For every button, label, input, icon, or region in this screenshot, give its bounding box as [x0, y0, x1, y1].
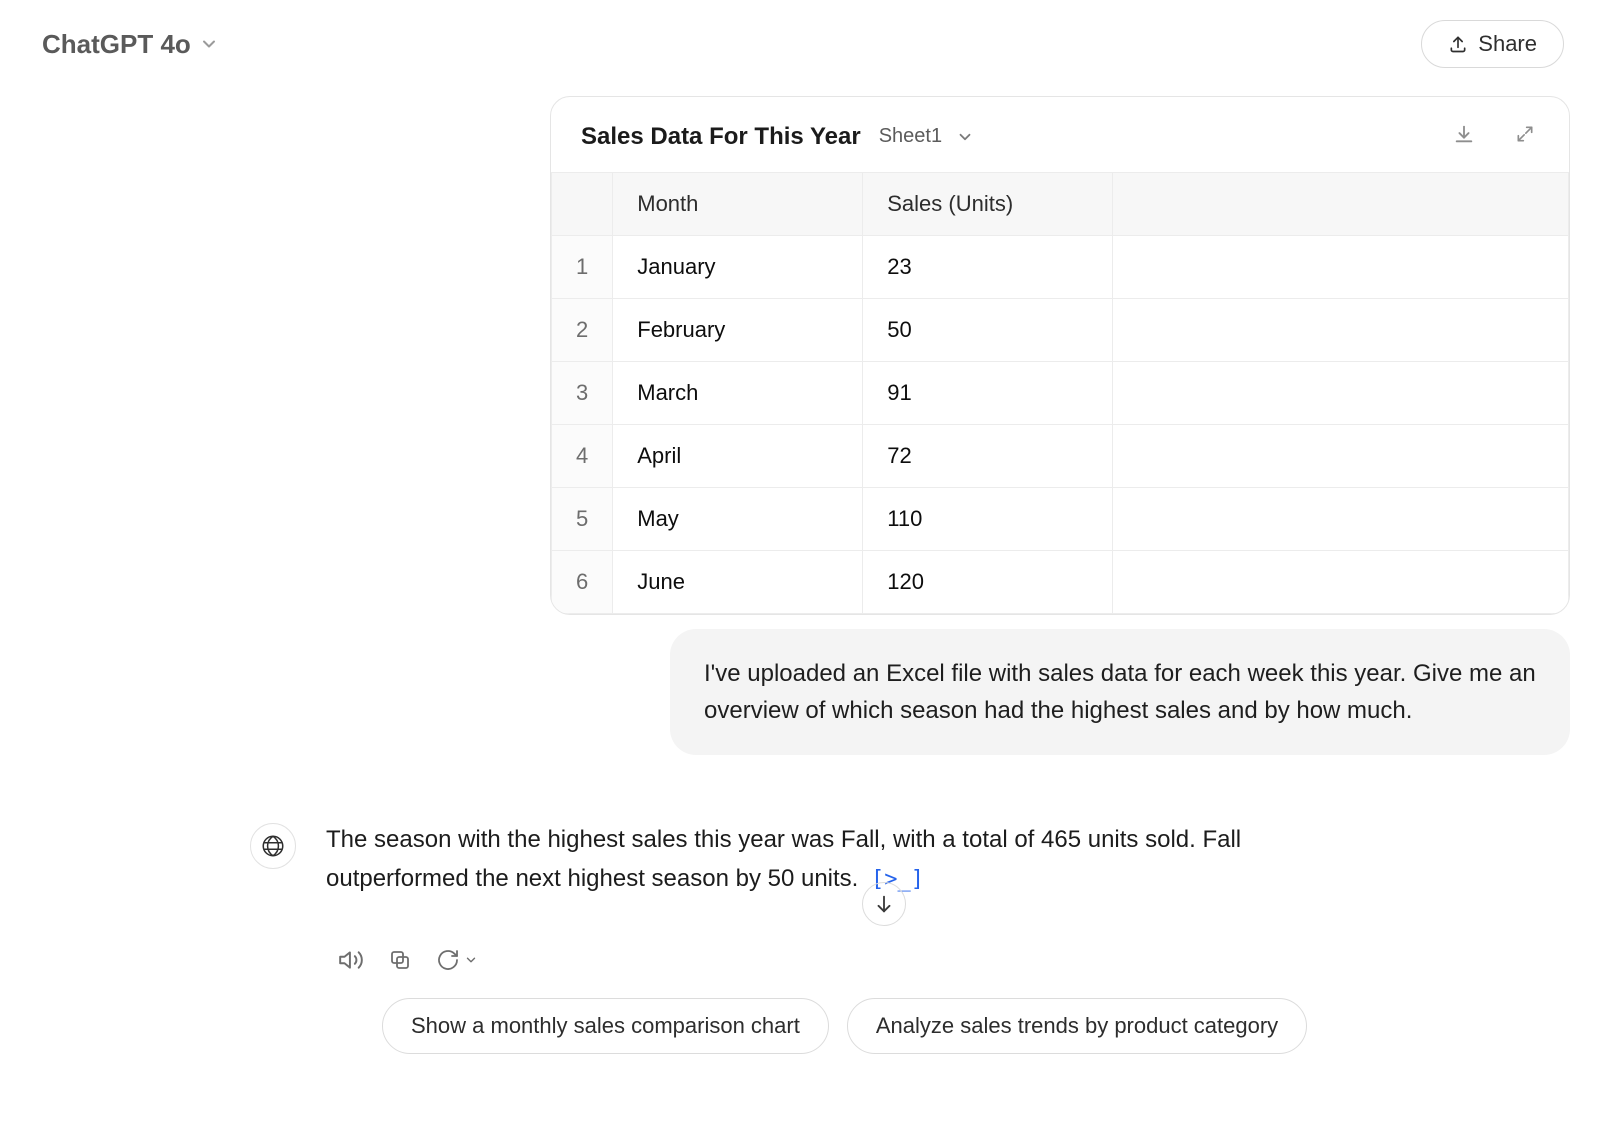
table-row-number: 2	[552, 299, 613, 362]
model-picker[interactable]: ChatGPT 4o	[42, 29, 219, 60]
table-row[interactable]: 1January23	[552, 236, 1569, 299]
arrow-down-icon	[873, 893, 895, 915]
table-col-header[interactable]: Month	[613, 173, 863, 236]
table-row-number: 3	[552, 362, 613, 425]
refresh-icon	[436, 948, 460, 972]
table-cell[interactable]	[1113, 488, 1569, 551]
table-row-number: 5	[552, 488, 613, 551]
table-cell[interactable]	[1113, 551, 1569, 614]
table-row[interactable]: 2February50	[552, 299, 1569, 362]
table-cell[interactable]: February	[613, 299, 863, 362]
assistant-avatar	[250, 823, 296, 869]
chevron-down-icon	[464, 953, 478, 967]
table-row[interactable]: 3March91	[552, 362, 1569, 425]
model-label: ChatGPT 4o	[42, 29, 191, 60]
openai-logo-icon	[260, 833, 286, 859]
table-row[interactable]: 4April72	[552, 425, 1569, 488]
table-cell[interactable]: April	[613, 425, 863, 488]
attachment-header: Sales Data For This Year Sheet1	[551, 97, 1569, 172]
table-cell[interactable]: 50	[863, 299, 1113, 362]
suggestion-row: Show a monthly sales comparison chart An…	[382, 998, 1310, 1054]
assistant-message-body: The season with the highest sales this y…	[326, 821, 1310, 898]
file-attachment-card: Sales Data For This Year Sheet1 Mont	[550, 96, 1570, 615]
attachment-sheet-label: Sheet1	[879, 125, 942, 148]
copy-icon	[388, 948, 412, 972]
scroll-to-bottom-button[interactable]	[862, 882, 906, 926]
user-message-bubble: I've uploaded an Excel file with sales d…	[670, 629, 1570, 755]
table-row[interactable]: 5May110	[552, 488, 1569, 551]
suggestion-chip[interactable]: Show a monthly sales comparison chart	[382, 998, 829, 1054]
table-cell[interactable]: 23	[863, 236, 1113, 299]
assistant-message-text: The season with the highest sales this y…	[326, 826, 1241, 891]
download-button[interactable]	[1449, 119, 1479, 154]
table-cell[interactable]: 91	[863, 362, 1113, 425]
attachment-title: Sales Data For This Year	[581, 123, 861, 151]
user-message-text: I've uploaded an Excel file with sales d…	[704, 660, 1536, 724]
chevron-down-icon[interactable]	[956, 128, 974, 146]
copy-button[interactable]	[388, 948, 412, 972]
table-corner-cell	[552, 173, 613, 236]
table-cell[interactable]: March	[613, 362, 863, 425]
table-col-header[interactable]	[1113, 173, 1569, 236]
suggestion-chip[interactable]: Analyze sales trends by product category	[847, 998, 1307, 1054]
table-cell[interactable]: June	[613, 551, 863, 614]
table-row-number: 6	[552, 551, 613, 614]
message-actions	[338, 938, 1310, 982]
download-icon	[1453, 123, 1475, 145]
table-header-row: Month Sales (Units)	[552, 173, 1569, 236]
table-cell[interactable]	[1113, 362, 1569, 425]
chevron-down-icon	[199, 34, 219, 54]
table-row[interactable]: 6June120	[552, 551, 1569, 614]
table-cell[interactable]: May	[613, 488, 863, 551]
attachment-table: Month Sales (Units) 1January232February5…	[551, 172, 1569, 614]
table-cell[interactable]	[1113, 299, 1569, 362]
table-row-number: 4	[552, 425, 613, 488]
table-row-number: 1	[552, 236, 613, 299]
table-cell[interactable]: 110	[863, 488, 1113, 551]
upload-icon	[1448, 34, 1468, 54]
top-bar: ChatGPT 4o Share	[0, 14, 1600, 74]
read-aloud-button[interactable]	[338, 947, 364, 973]
share-button[interactable]: Share	[1421, 20, 1564, 68]
assistant-message: The season with the highest sales this y…	[250, 821, 1310, 898]
table-cell[interactable]	[1113, 236, 1569, 299]
regenerate-button[interactable]	[436, 948, 478, 972]
table-cell[interactable]: 72	[863, 425, 1113, 488]
expand-icon	[1515, 124, 1535, 144]
table-cell[interactable]	[1113, 425, 1569, 488]
table-cell[interactable]: 120	[863, 551, 1113, 614]
speaker-icon	[338, 947, 364, 973]
expand-button[interactable]	[1511, 120, 1539, 153]
share-label: Share	[1478, 31, 1537, 57]
table-cell[interactable]: January	[613, 236, 863, 299]
conversation-column: Sales Data For This Year Sheet1 Mont	[290, 96, 1310, 1054]
table-col-header[interactable]: Sales (Units)	[863, 173, 1113, 236]
